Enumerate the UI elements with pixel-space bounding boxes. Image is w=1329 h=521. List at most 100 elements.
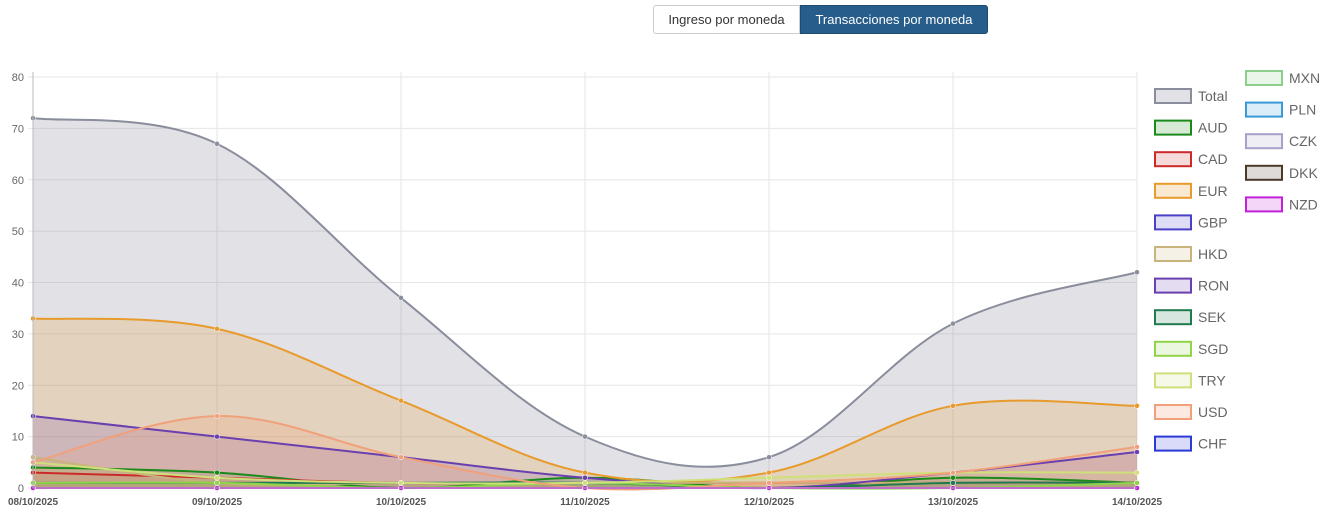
point-eur[interactable] bbox=[1134, 403, 1140, 409]
legend-label: AUD bbox=[1198, 120, 1228, 136]
x-tick-label: 13/10/2025 bbox=[928, 497, 978, 508]
legend-item-ron[interactable]: RON bbox=[1154, 277, 1229, 294]
legend-item-usd[interactable]: USD bbox=[1154, 404, 1228, 420]
legend-swatch bbox=[1245, 133, 1283, 150]
point-total[interactable] bbox=[1134, 269, 1140, 275]
x-tick-label: 11/10/2025 bbox=[560, 497, 610, 508]
point-total[interactable] bbox=[950, 320, 956, 327]
legend-swatch bbox=[1154, 214, 1192, 231]
point-eur[interactable] bbox=[950, 403, 956, 409]
legend-swatch bbox=[1154, 151, 1192, 168]
y-tick-label: 80 bbox=[12, 72, 24, 84]
legend-item-hkd[interactable]: HKD bbox=[1154, 246, 1228, 262]
legend-item-nzd[interactable]: NZD bbox=[1245, 196, 1318, 213]
legend-swatch bbox=[1154, 309, 1192, 326]
legend-item-dkk[interactable]: DKK bbox=[1245, 164, 1318, 181]
legend-swatch bbox=[1154, 340, 1192, 357]
y-tick-label: 60 bbox=[12, 175, 24, 187]
legend-swatch bbox=[1154, 277, 1192, 294]
legend-item-try[interactable]: TRY bbox=[1154, 372, 1226, 389]
legend-label: NZD bbox=[1289, 196, 1318, 212]
axes: 0 10 20 30 40 50 60 70 80 08/10/2025 09/10/2025 10/… bbox=[8, 72, 1162, 508]
legend-swatch bbox=[1245, 101, 1283, 118]
legend-item-sek[interactable]: SEK bbox=[1154, 309, 1227, 326]
legend-label: SEK bbox=[1198, 309, 1227, 325]
x-tick-label: 14/10/2025 bbox=[1112, 497, 1162, 508]
legend-item-sgd[interactable]: SGD bbox=[1154, 340, 1228, 357]
y-tick-label: 40 bbox=[12, 278, 24, 290]
point-total[interactable] bbox=[582, 433, 588, 440]
point-ron[interactable] bbox=[582, 474, 588, 481]
point-ron[interactable] bbox=[214, 433, 220, 440]
legend-label: MXN bbox=[1289, 70, 1320, 86]
legend-label: DKK bbox=[1289, 165, 1318, 181]
revenue-by-currency-button[interactable]: Ingreso por moneda bbox=[653, 5, 800, 34]
legend-item-aud[interactable]: AUD bbox=[1154, 119, 1228, 136]
legend-item-cad[interactable]: CAD bbox=[1154, 151, 1228, 168]
x-tick-label: 10/10/2025 bbox=[376, 497, 426, 508]
transactions-by-currency-button[interactable]: Transacciones por moneda bbox=[800, 5, 988, 34]
point-eur[interactable] bbox=[766, 469, 772, 476]
legend-item-chf[interactable]: CHF bbox=[1154, 435, 1227, 452]
point-aud[interactable] bbox=[214, 469, 220, 476]
legend-label: CZK bbox=[1289, 133, 1318, 149]
point-usd[interactable] bbox=[214, 413, 220, 419]
legend-swatch bbox=[1154, 182, 1192, 199]
legend-label: TRY bbox=[1198, 372, 1226, 388]
point-sgd[interactable] bbox=[1134, 480, 1140, 486]
point-try[interactable] bbox=[766, 474, 772, 481]
area-ron bbox=[33, 416, 1137, 489]
x-tick-label: 09/10/2025 bbox=[192, 497, 242, 508]
legend-label: HKD bbox=[1198, 246, 1228, 262]
point-try[interactable] bbox=[1134, 469, 1140, 476]
point-eur[interactable] bbox=[398, 397, 404, 404]
point-usd[interactable] bbox=[398, 454, 404, 460]
legend-item-pln[interactable]: PLN bbox=[1245, 101, 1316, 118]
point-usd[interactable] bbox=[950, 469, 956, 476]
legend[interactable]: Total AUD CAD EUR GBP HKD RON SEK SGD TRY USD CHF MX… bbox=[1154, 70, 1320, 452]
legend-swatch bbox=[1154, 372, 1192, 389]
legend-swatch bbox=[1154, 404, 1192, 420]
point-try[interactable] bbox=[398, 480, 404, 486]
point-aud[interactable] bbox=[950, 474, 956, 481]
point-eur[interactable] bbox=[582, 469, 588, 476]
y-tick-label: 10 bbox=[12, 432, 24, 444]
legend-label: EUR bbox=[1198, 183, 1228, 199]
legend-label: CAD bbox=[1198, 151, 1228, 167]
legend-label: RON bbox=[1198, 278, 1229, 294]
legend-swatch bbox=[1154, 246, 1192, 262]
x-tick-label: 12/10/2025 bbox=[744, 497, 794, 508]
point-total[interactable] bbox=[214, 141, 220, 147]
legend-label: SGD bbox=[1198, 341, 1228, 357]
legend-label: PLN bbox=[1289, 102, 1316, 118]
legend-swatch bbox=[1245, 164, 1283, 181]
legend-label: Total bbox=[1198, 88, 1228, 104]
legend-item-total[interactable]: Total bbox=[1154, 88, 1228, 104]
chart-mode-toggle: Ingreso por moneda Transacciones por mon… bbox=[653, 5, 988, 34]
point-usd[interactable] bbox=[1134, 444, 1140, 450]
point-total[interactable] bbox=[398, 295, 404, 301]
legend-swatch bbox=[1245, 70, 1283, 86]
point-ron[interactable] bbox=[1134, 449, 1140, 455]
point-eur[interactable] bbox=[214, 325, 220, 332]
point-sgd[interactable] bbox=[214, 480, 220, 486]
point-try[interactable] bbox=[582, 480, 588, 486]
area-usd bbox=[33, 416, 1137, 490]
y-tick-label: 0 bbox=[18, 483, 24, 495]
point-total[interactable] bbox=[766, 454, 772, 460]
legend-swatch bbox=[1245, 196, 1283, 213]
legend-swatch bbox=[1154, 119, 1192, 136]
legend-label: CHF bbox=[1198, 436, 1227, 452]
legend-item-gbp[interactable]: GBP bbox=[1154, 214, 1228, 231]
legend-swatch bbox=[1154, 435, 1192, 452]
legend-item-mxn[interactable]: MXN bbox=[1245, 70, 1320, 86]
x-tick-label: 08/10/2025 bbox=[8, 497, 58, 508]
point-try[interactable] bbox=[214, 474, 220, 481]
y-tick-label: 20 bbox=[12, 380, 24, 392]
legend-item-eur[interactable]: EUR bbox=[1154, 182, 1228, 199]
legend-item-czk[interactable]: CZK bbox=[1245, 133, 1318, 150]
point-sek[interactable] bbox=[950, 480, 956, 486]
y-tick-label: 70 bbox=[12, 123, 24, 135]
point-usd[interactable] bbox=[766, 480, 772, 486]
